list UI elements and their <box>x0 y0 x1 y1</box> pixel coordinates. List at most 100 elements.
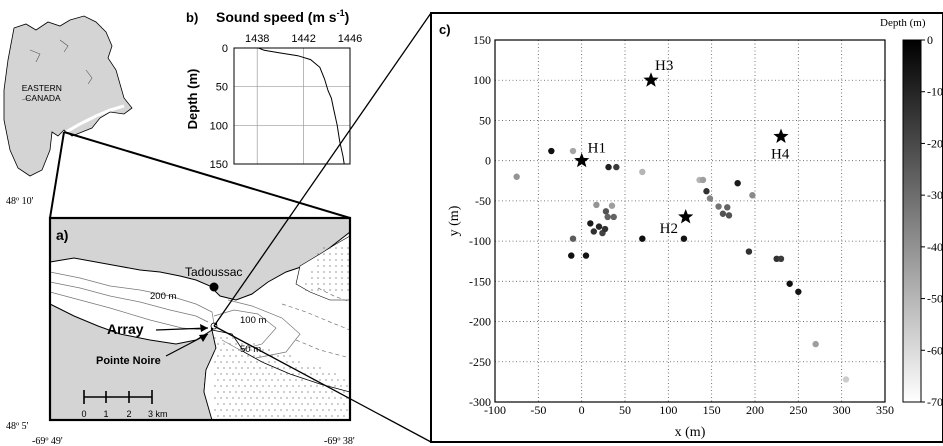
overview-river <box>65 104 125 134</box>
shoal-dot <box>247 355 249 357</box>
array-arrow <box>155 327 209 331</box>
shoal-dot <box>341 283 343 285</box>
shoal-dot <box>334 409 336 411</box>
hydrophone-label: H4 <box>771 147 790 163</box>
shoal-dot <box>343 403 345 405</box>
tadoussac-marker <box>209 282 219 292</box>
zoom-line <box>49 131 65 219</box>
shoal-dot <box>298 409 300 411</box>
shoal-dot <box>313 367 315 369</box>
shoal-dot <box>331 415 333 417</box>
shoal-dot <box>310 373 312 375</box>
shoal-dot <box>235 391 237 393</box>
shoal-dot <box>317 259 319 261</box>
shoal-dot <box>316 385 318 387</box>
hydrophone-star <box>773 128 789 143</box>
shoal-dot <box>337 379 339 381</box>
shoal-dot <box>301 367 303 369</box>
shoal-dot <box>283 391 285 393</box>
shoal-dot <box>274 373 276 375</box>
shoal-dot <box>329 271 331 273</box>
shoal-dot <box>277 415 279 417</box>
lon-label-left: -69º 49' <box>32 436 63 446</box>
contour-label-100: 100 m <box>240 315 266 326</box>
shoal-dot <box>229 379 231 381</box>
shoal-dot <box>307 379 309 381</box>
shoal-dot <box>220 361 222 363</box>
contour-line <box>281 303 351 331</box>
data-point <box>587 220 594 227</box>
shoal-dot <box>259 367 261 369</box>
shoal-dot <box>274 397 276 399</box>
shoal-dot <box>226 349 228 351</box>
shoal-dot <box>311 277 313 279</box>
shoal-dot <box>289 355 291 357</box>
shoal-dot <box>335 265 337 267</box>
y-tick-label: 150 <box>473 33 491 47</box>
shoal-dot <box>220 409 222 411</box>
shoal-dot <box>277 367 279 369</box>
shoal-dot <box>316 397 318 399</box>
shoal-dot <box>238 361 240 363</box>
shoal-dot <box>347 283 349 285</box>
shoal-dot <box>274 361 276 363</box>
hydrophone-star <box>574 152 590 168</box>
shoal-dot <box>229 367 231 369</box>
shoal-dot <box>247 379 249 381</box>
panel-a-map: Tadoussac 200 m 100 m 50 m Array Pointe … <box>6 196 355 446</box>
shoal-dot <box>329 283 331 285</box>
shoal-dot <box>286 385 288 387</box>
shoal-dot <box>223 379 225 381</box>
shoal-dot <box>226 397 228 399</box>
shoal-dot <box>259 379 261 381</box>
shoal-dot <box>328 409 330 411</box>
data-point <box>734 179 741 187</box>
panel-b-ylabel: Depth (m) <box>185 69 200 130</box>
shoal-dot <box>295 391 297 393</box>
shoal-dot <box>335 253 337 255</box>
shoal-dot <box>214 373 216 375</box>
shoal-dot <box>265 391 267 393</box>
shoal-dot <box>268 361 270 363</box>
x-tick-label: 100 <box>659 403 677 417</box>
panel-c-hydrophones: H1 H2 H3 H4 <box>574 58 790 237</box>
shoal-dot <box>241 343 243 345</box>
shoal-dot <box>262 349 264 351</box>
shoal-dot <box>301 379 303 381</box>
x-tick-label: -50 <box>530 403 546 417</box>
shoal-dot <box>334 385 336 387</box>
shoal-dot <box>343 379 345 381</box>
shoal-dot <box>335 247 337 249</box>
shoal-dot <box>301 415 303 417</box>
y-tick-label: 0 <box>222 43 228 55</box>
panel-b-series <box>258 47 345 165</box>
shoal-dot <box>329 253 331 255</box>
x-tick-label: 300 <box>833 403 851 417</box>
shoal-dot <box>298 385 300 387</box>
shoal-dot <box>238 409 240 411</box>
shoal-dot <box>347 265 349 267</box>
data-point <box>749 192 756 199</box>
shoal-dot <box>232 397 234 399</box>
shoal-dot <box>283 403 285 405</box>
y-tick-label: -250 <box>469 355 491 369</box>
shoal-dot <box>311 271 313 273</box>
data-point <box>703 188 710 195</box>
shoal-dot <box>265 367 267 369</box>
shoal-dot <box>220 385 222 387</box>
colorbar-ticks: 0 -10 -20 -30 -40 -50 -60 -70 <box>921 33 943 409</box>
hydrophone-star <box>643 72 659 87</box>
shoal-dot <box>229 415 231 417</box>
shoal-dot <box>295 403 297 405</box>
shoal-dot <box>217 367 219 369</box>
shoal-dot <box>292 409 294 411</box>
overview-land <box>3 15 133 177</box>
shoal-dot <box>232 361 234 363</box>
shoal-dot <box>223 343 225 345</box>
shoal-dot <box>223 391 225 393</box>
shoal-dot <box>304 409 306 411</box>
array-label: Array <box>107 321 144 337</box>
shoal-dot <box>268 373 270 375</box>
shoal-dot <box>323 283 325 285</box>
colorbar-title: Depth (m) <box>880 17 926 29</box>
